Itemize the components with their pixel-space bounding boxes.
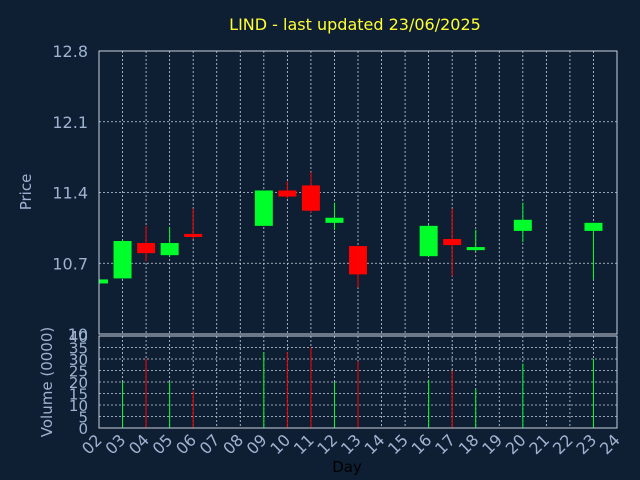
volume-tick-25: 25 [69,363,88,381]
candle-body-06 [184,233,203,237]
x-tick-labels: 0203040506070809101112131415161718192021… [78,430,624,458]
candle-body-02 [99,279,108,284]
candle-body-09 [254,190,273,226]
price-tick-0: 10 [68,325,88,344]
chart-title: LIND - last updated 23/06/2025 [229,15,481,34]
price-grid [98,50,618,335]
candle-body-16 [419,225,438,257]
candle-body-12 [325,217,344,223]
candle-body-13 [349,246,367,275]
price-tick-3: 12.1 [52,113,88,132]
volume-tick-5: 5 [78,409,88,427]
volume-bars [122,347,594,428]
volume-tick-10: 10 [69,397,88,415]
price-tick-2: 11.4 [52,184,88,203]
volume-panel-frame [98,335,618,429]
candle-body-17 [443,238,462,246]
candle-body-04 [137,243,156,254]
candle-body-18 [466,247,485,251]
candle-body-20 [513,219,532,231]
x-axis-label: Day [332,458,362,476]
volume-tick-40: 40 [69,328,88,346]
price-tick-1: 10.7 [52,254,88,273]
volume-tick-0: 0 [78,420,88,438]
volume-tick-20: 20 [69,374,88,392]
candle-body-10 [278,190,297,197]
x-tick-24: 24 [596,430,624,458]
price-panel-frame [98,50,618,335]
candle-body-23 [584,222,603,231]
price-tick-4: 12.8 [52,42,88,61]
candles [98,172,603,288]
volume-tick-30: 30 [69,351,88,369]
candle-body-05 [160,243,179,256]
volume-tick-35: 35 [69,340,88,358]
candle-body-03 [113,241,132,279]
volume-axis-label: Volume (0000) [38,327,56,437]
price-axis-label: Price [17,174,35,211]
volume-tick-15: 15 [69,386,88,404]
candle-body-11 [301,185,320,211]
price-tick-labels: 10 10.7 11.4 12.1 12.8 [52,42,88,344]
